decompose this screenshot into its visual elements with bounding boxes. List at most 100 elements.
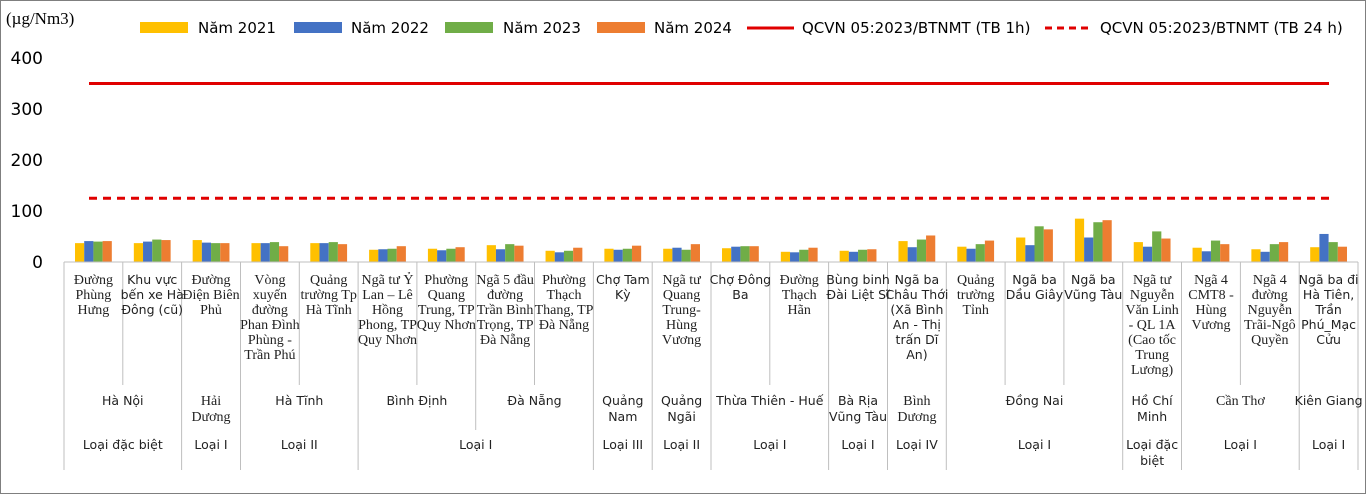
legend-label-1h: QCVN 05:2023/BTNMT (TB 1h)	[802, 19, 1030, 37]
category-label: Đường Phùng Hưng	[74, 273, 113, 318]
bar	[251, 243, 261, 262]
city-type-label: Loại đặc biệt	[1126, 437, 1178, 468]
category-label: Ngã ba đi Hà Tiên, Trần Phú_Mạc Cửu	[1299, 272, 1359, 347]
category-label: Đường Thạch Hãn	[780, 273, 819, 318]
bar	[378, 249, 388, 262]
province-label: Cần Thơ	[1216, 394, 1265, 409]
bar	[220, 243, 230, 262]
bar	[1025, 245, 1035, 262]
reference-lines	[89, 82, 1329, 200]
y-tick-label: 400	[11, 49, 43, 69]
bar	[573, 247, 583, 262]
bar	[663, 248, 673, 262]
bar	[867, 249, 877, 262]
bar	[1133, 242, 1143, 262]
category-label: Ngã tư Ỷ Lan – Lê Hồng Phong, TP Quy Nhơn	[358, 271, 417, 348]
y-tick-label: 100	[11, 202, 43, 222]
legend-swatch-2022	[294, 22, 342, 33]
bar	[102, 241, 112, 262]
province-label: Đồng Nai	[1006, 393, 1064, 408]
bar	[1278, 242, 1289, 262]
city-type-label: Loại III	[603, 437, 644, 452]
bar	[545, 250, 555, 262]
y-tick-label: 0	[32, 253, 43, 273]
category-label: Chợ Đông Ba	[710, 272, 771, 302]
bar	[369, 249, 379, 262]
category-label: Ngã ba Vũng Tàu	[1064, 272, 1122, 302]
bar	[1074, 218, 1085, 262]
city-type-label: Loại I	[459, 437, 492, 452]
category-label: Ngã 5 đầu đường Trần Bình Trọng, TP Đà Nẵng	[476, 273, 534, 348]
bar	[1220, 244, 1230, 262]
legend-label-24h: QCVN 05:2023/BTNMT (TB 24 h)	[1100, 19, 1343, 37]
province-label: Thừa Thiên - Huế	[715, 393, 824, 408]
bar	[858, 249, 868, 262]
bar	[554, 252, 564, 262]
category-label: Quảng trường Tp Hà Tĩnh	[301, 273, 357, 318]
bar	[337, 244, 348, 262]
bar	[201, 242, 212, 262]
bar	[161, 240, 171, 262]
city-type-label: Loại I	[841, 437, 874, 452]
category-label: Đường Điện Biên Phủ	[182, 273, 239, 318]
bar	[1201, 251, 1211, 262]
category-label: Ngã ba Châu Thới (Xã Bình An - Thị trấn Dĩ An…	[885, 272, 948, 362]
legend-swatch-2021	[140, 22, 188, 33]
bar	[211, 243, 221, 262]
province-label: Đà Nẵng	[507, 393, 561, 408]
bar	[495, 249, 506, 262]
category-label: Bùng binh Đài Liệt Sĩ	[826, 272, 890, 302]
bar	[1102, 220, 1112, 262]
bar	[427, 248, 438, 262]
y-tick-label: 300	[11, 100, 43, 120]
category-label: Ngã tư Quang Trung-Hùng Vương	[662, 273, 701, 348]
bar	[722, 248, 732, 262]
bar	[1251, 249, 1261, 262]
city-type-label: Loại I	[1018, 437, 1051, 452]
bar	[1210, 240, 1221, 262]
bar	[133, 243, 144, 262]
bar	[907, 247, 917, 262]
bar	[328, 242, 338, 262]
bar	[1142, 246, 1153, 262]
bar	[319, 243, 329, 262]
bar	[966, 248, 976, 262]
bar	[984, 240, 995, 262]
legend-swatch-2024	[597, 22, 645, 33]
y-tick-label: 200	[11, 151, 43, 171]
legend-label-2022: Năm 2022	[351, 19, 429, 37]
category-label: Quảng trường Tỉnh	[957, 273, 995, 318]
bar	[75, 243, 85, 262]
bar	[731, 246, 741, 262]
bar	[387, 248, 397, 262]
bar	[1043, 229, 1053, 262]
bar	[604, 248, 614, 262]
bar	[84, 241, 94, 262]
bar	[310, 243, 320, 262]
bar	[957, 246, 967, 262]
bar	[514, 245, 524, 262]
category-label: Ngã 4 CMT8 -Hùng Vương	[1188, 273, 1234, 333]
bar	[1310, 247, 1320, 262]
category-label: Khu vực bến xe Hà Đông (cũ)	[121, 272, 184, 317]
city-type-label: Loại I	[194, 437, 227, 452]
city-type-label: Loại I	[753, 437, 786, 452]
province-labels: Hà Nội Hải Dương Hà Tĩnh Bình Định Đà Nẵng Quả…	[102, 393, 1363, 425]
bar	[1337, 246, 1347, 262]
province-label: Bình Dương	[897, 394, 936, 425]
city-type-label: Loại IV	[896, 437, 938, 452]
bar	[1260, 251, 1270, 262]
legend-label-2021: Năm 2021	[198, 19, 276, 37]
bar	[1084, 237, 1094, 262]
legend: Năm 2021 Năm 2022 Năm 2023 Năm 2024 QCVN…	[140, 19, 1343, 37]
bar	[1093, 222, 1103, 262]
bar	[749, 246, 759, 262]
province-label: Quảng Ngãi	[661, 393, 702, 424]
bar	[269, 242, 280, 262]
category-label: Phường Thạch Thang, TP Đà Nẵng	[535, 273, 594, 333]
bar	[672, 247, 682, 262]
legend-label-2023: Năm 2023	[503, 19, 581, 37]
bar	[681, 249, 691, 262]
